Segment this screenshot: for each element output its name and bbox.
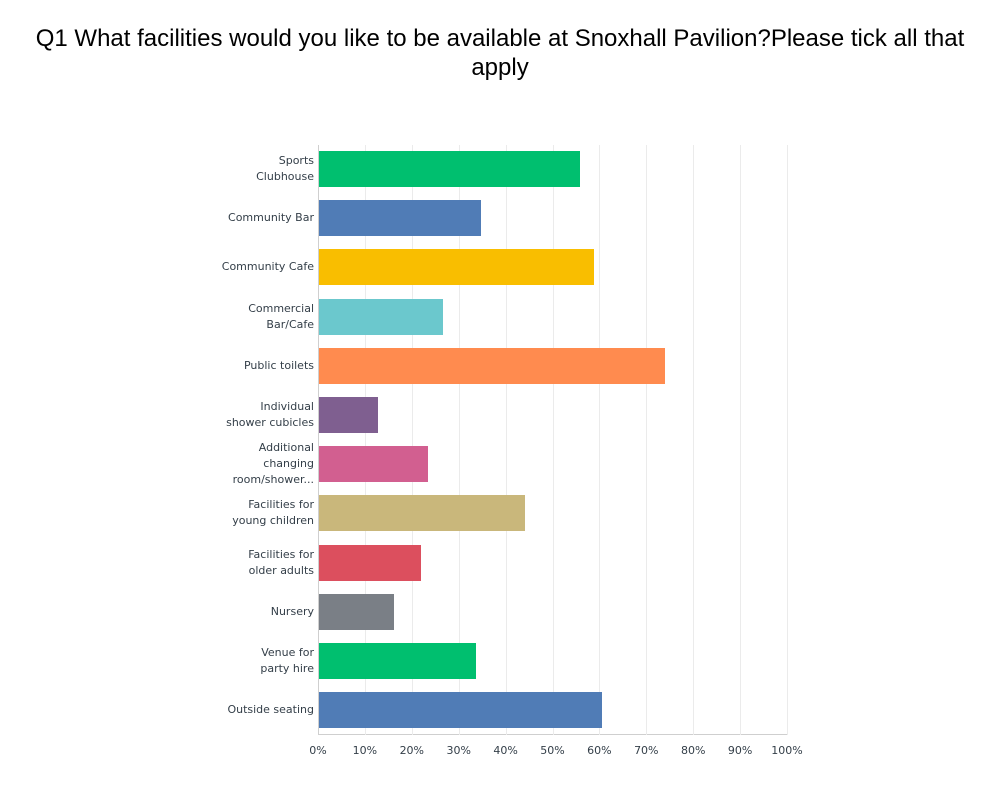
x-tick-label: 20% (399, 744, 425, 757)
x-tick-label: 70% (634, 744, 659, 757)
x-tick-label: 40% (493, 744, 518, 757)
bar-commercial-bar-cafe[interactable] (319, 298, 443, 335)
bar-facilities-for-young-children[interactable] (319, 495, 525, 532)
x-tick-label: 50% (540, 744, 565, 757)
y-axis-line (318, 145, 319, 735)
y-label: Facilities for young children (232, 498, 314, 528)
y-label: Individual shower cubicles (226, 400, 314, 429)
bar-venue-for-party-hire[interactable] (319, 643, 477, 679)
bar-facilities-for-older-adults[interactable] (319, 544, 421, 581)
gridline (505, 145, 507, 735)
gridline (740, 145, 742, 735)
y-label: Facilities for older adults (248, 547, 314, 577)
y-label: Public toilets (243, 358, 314, 372)
plot-area (318, 145, 788, 735)
y-label: Nursery (270, 604, 314, 618)
gridline (364, 145, 366, 735)
bar-nursery[interactable] (319, 593, 395, 630)
bar-individual-shower-cubicles[interactable] (319, 397, 379, 433)
y-label: Additional changing room/shower... (232, 441, 314, 487)
bar-public-toilets[interactable] (319, 347, 666, 384)
gridline (693, 145, 695, 735)
bar-sports-clubhouse[interactable] (319, 151, 580, 187)
x-tick-label: 30% (446, 744, 471, 757)
gridline (646, 145, 648, 735)
bar-outside-seating[interactable] (319, 692, 602, 729)
bar-additional-changing-room-shower-[interactable] (319, 446, 428, 483)
x-tick-label: 80% (680, 744, 706, 757)
x-tick-label: 60% (587, 744, 612, 757)
x-tick-label: 90% (727, 744, 753, 757)
x-tick-label: 100% (771, 744, 803, 757)
y-label: Sports Clubhouse (256, 154, 314, 183)
x-tick-label: 0% (309, 744, 327, 757)
gridline (411, 145, 413, 735)
y-label: Community Bar (228, 211, 314, 225)
gridline (552, 145, 554, 735)
y-label: Community Cafe (221, 260, 314, 274)
x-tick-label: 10% (352, 744, 378, 757)
bar-community-cafe[interactable] (319, 249, 594, 286)
y-label: Outside seating (227, 703, 314, 717)
bar-community-bar[interactable] (319, 200, 481, 237)
gridline (599, 145, 601, 735)
y-label: Venue for party hire (260, 646, 314, 675)
y-label: Commercial Bar/Cafe (248, 301, 314, 331)
gridline (458, 145, 460, 735)
chart-title: Q1 What facilities would you like to be … (35, 25, 965, 81)
gridline (787, 145, 788, 735)
